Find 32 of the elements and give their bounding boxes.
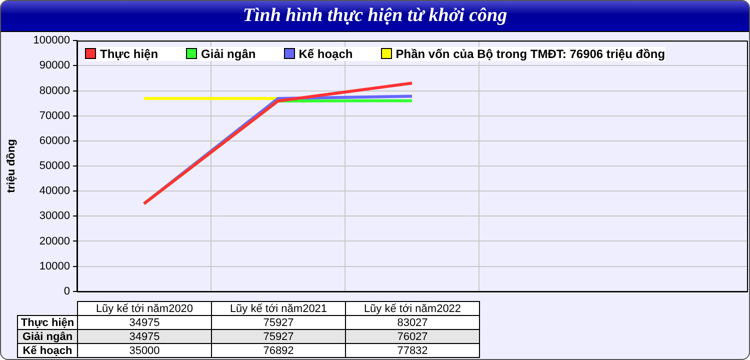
- data-label: 77832: [345, 343, 480, 358]
- data-label: 35000: [77, 343, 212, 358]
- data-label: 34975: [77, 315, 212, 330]
- data-label: 76892: [211, 343, 346, 358]
- y-tick-label: 80000: [39, 84, 70, 97]
- y-tick-label: 90000: [39, 60, 70, 72]
- text: Giải ngân: [22, 331, 73, 343]
- y-tick-label: 100000: [33, 34, 70, 47]
- data-label: 75927: [211, 329, 346, 344]
- y-tick-label: 30000: [39, 210, 70, 222]
- text: Kế hoạch: [22, 345, 72, 357]
- text: Thực hiện: [20, 317, 74, 329]
- y-tick-label: 40000: [39, 185, 70, 198]
- x-tick-label: Lũy kế tới năm2020: [77, 301, 212, 316]
- legend-label: Kế hoạch: [298, 46, 353, 61]
- x-tick-label: Lũy kế tới năm2021: [211, 301, 346, 316]
- legend-label: Thực hiện: [100, 46, 158, 61]
- y-tick-label: 20000: [39, 235, 70, 248]
- y-axis-title: triệu đồng: [6, 139, 18, 193]
- data-label: 83027: [345, 315, 480, 330]
- data-label: 34975: [77, 329, 212, 344]
- y-tick-label: 10000: [39, 260, 70, 272]
- y-tick-label: 60000: [39, 134, 70, 147]
- legend-label: Phần vốn của Bộ trong TMĐT: 76906 triệu đồng: [396, 46, 666, 61]
- legend-label: Giải ngân: [201, 46, 256, 61]
- data-label: 76027: [345, 329, 480, 344]
- x-tick-label: Lũy kế tới năm2022: [345, 301, 480, 316]
- y-tick-label: 50000: [39, 160, 70, 172]
- chart-title: Tình hình thực hiện từ khởi công: [1, 1, 749, 32]
- y-tick-label: 0: [64, 285, 70, 298]
- data-label: 75927: [211, 315, 346, 330]
- y-tick-label: 70000: [39, 110, 70, 122]
